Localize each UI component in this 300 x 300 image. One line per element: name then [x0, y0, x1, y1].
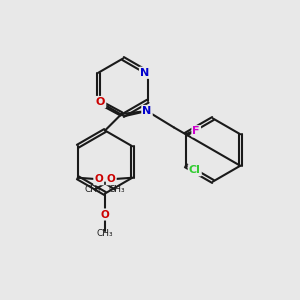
Text: N: N — [140, 68, 149, 78]
Text: Cl: Cl — [189, 165, 201, 175]
Text: O: O — [96, 97, 105, 107]
Text: O: O — [100, 209, 109, 220]
Text: CH₃: CH₃ — [108, 185, 125, 194]
Text: O: O — [107, 174, 116, 184]
Text: F: F — [193, 126, 200, 136]
Text: CH₃: CH₃ — [97, 230, 113, 238]
Text: CH₃: CH₃ — [85, 185, 102, 194]
Text: O: O — [94, 174, 103, 184]
Text: N: N — [142, 106, 152, 116]
